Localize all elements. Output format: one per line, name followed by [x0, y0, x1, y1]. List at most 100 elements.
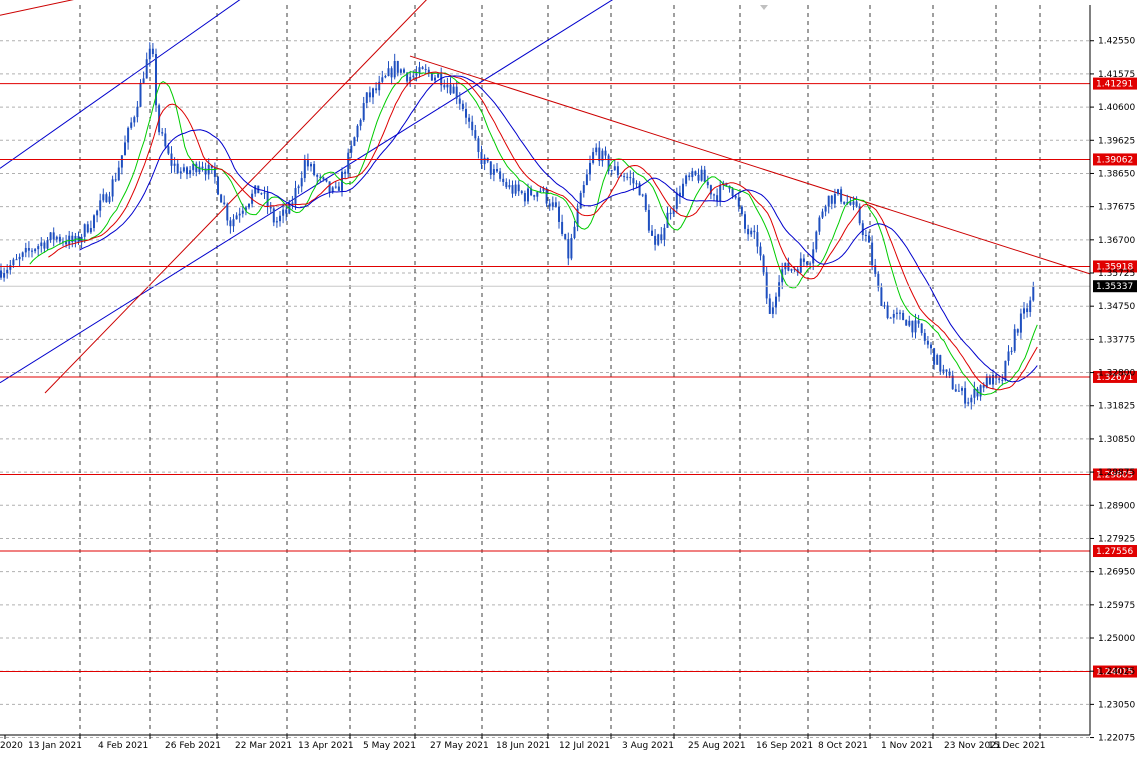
candle-body	[167, 146, 170, 154]
candle-body	[1023, 308, 1025, 314]
candle-body	[682, 183, 684, 197]
candle-body	[1029, 300, 1032, 313]
candle-body	[765, 272, 768, 299]
candle-body	[877, 273, 880, 288]
candle-body	[269, 206, 272, 209]
candle-body	[641, 194, 644, 196]
candle-body	[244, 207, 247, 211]
candle-body	[843, 201, 846, 204]
candle-body	[465, 109, 467, 118]
candle-body	[127, 127, 130, 143]
candle-body	[421, 67, 424, 69]
candle-body	[15, 259, 18, 261]
candle-body	[809, 263, 812, 265]
candle-body	[688, 175, 691, 178]
candle-body	[920, 323, 923, 333]
candle-body	[759, 246, 762, 256]
candle-body	[310, 163, 312, 167]
candle-layer	[0, 42, 1035, 410]
candle-body	[24, 247, 27, 253]
price-tick-label: 1.25000	[1098, 634, 1135, 644]
candle-body	[210, 165, 213, 168]
candle-body	[266, 192, 269, 207]
price-tick-label: 1.34750	[1098, 302, 1135, 312]
moving-average-line	[79, 75, 1038, 383]
candle-body	[669, 212, 672, 215]
level-label-bg	[1093, 370, 1137, 383]
current-price-label-bg	[1093, 280, 1137, 293]
date-tick-label: 22 Mar 2021	[235, 741, 292, 751]
candle-body	[179, 171, 182, 174]
candle-body	[629, 177, 632, 179]
candle-body	[1010, 350, 1013, 352]
candle-body	[446, 84, 449, 88]
candle-body	[737, 197, 740, 207]
candle-body	[387, 68, 390, 76]
candle-body	[644, 194, 647, 210]
candle-body	[582, 184, 585, 193]
candle-body	[260, 193, 263, 195]
level-label-bg	[1093, 260, 1137, 273]
candle-body	[334, 186, 337, 188]
candle-body	[455, 86, 458, 99]
candle-body	[973, 388, 976, 398]
candle-body	[511, 185, 514, 194]
candle-body	[815, 231, 818, 250]
candle-body	[917, 320, 920, 324]
moving-average-line	[29, 71, 1038, 396]
candle-body	[359, 120, 362, 126]
level-label: 1.27556	[1096, 547, 1133, 557]
level-label-bg	[1093, 665, 1137, 678]
price-tick-label: 1.26950	[1098, 568, 1135, 578]
candle-body	[378, 81, 381, 91]
candle-body	[117, 167, 120, 181]
candle-body	[561, 221, 564, 234]
date-tick-label: 26 Feb 2021	[165, 741, 221, 751]
candle-body	[437, 73, 440, 78]
level-label-bg	[1093, 153, 1137, 166]
candle-body	[6, 269, 9, 274]
candle-body	[514, 184, 517, 194]
candle-body	[979, 385, 982, 397]
candle-body	[719, 184, 722, 202]
candle-body	[291, 202, 294, 204]
candle-body	[344, 171, 347, 174]
price-tick-label: 1.25975	[1098, 601, 1135, 611]
price-tick-label: 1.32800	[1098, 369, 1135, 379]
candle-body	[542, 188, 545, 191]
candle-body	[68, 235, 71, 245]
candle-body	[716, 195, 719, 202]
candle-body	[46, 240, 49, 249]
candle-body	[21, 252, 24, 257]
candle-body	[192, 163, 195, 171]
candle-body	[998, 378, 1001, 380]
candle-body	[496, 169, 498, 172]
candle-body	[139, 82, 142, 107]
candle-body	[27, 247, 30, 251]
candle-body	[756, 232, 759, 247]
candle-body	[564, 233, 567, 240]
candle-body	[818, 217, 821, 232]
candle-body	[108, 196, 111, 203]
candle-body	[468, 117, 471, 122]
candle-body	[49, 232, 52, 241]
candle-body	[660, 234, 663, 240]
candle-body	[657, 234, 660, 245]
candle-body	[601, 150, 604, 162]
candle-body	[607, 155, 610, 172]
date-tick-label: 4 Feb 2021	[98, 741, 148, 751]
candle-body	[353, 137, 356, 146]
trendline	[0, 0, 241, 169]
date-tick-label: 23 Nov 2021	[944, 741, 1002, 751]
candle-body	[492, 169, 495, 175]
candle-body	[824, 206, 827, 212]
candle-body	[926, 340, 929, 345]
candle-body	[328, 181, 331, 193]
candle-body	[706, 181, 709, 186]
candle-body	[176, 163, 179, 174]
candle-body	[858, 206, 861, 224]
candle-body	[275, 221, 278, 223]
candle-body	[647, 209, 650, 231]
